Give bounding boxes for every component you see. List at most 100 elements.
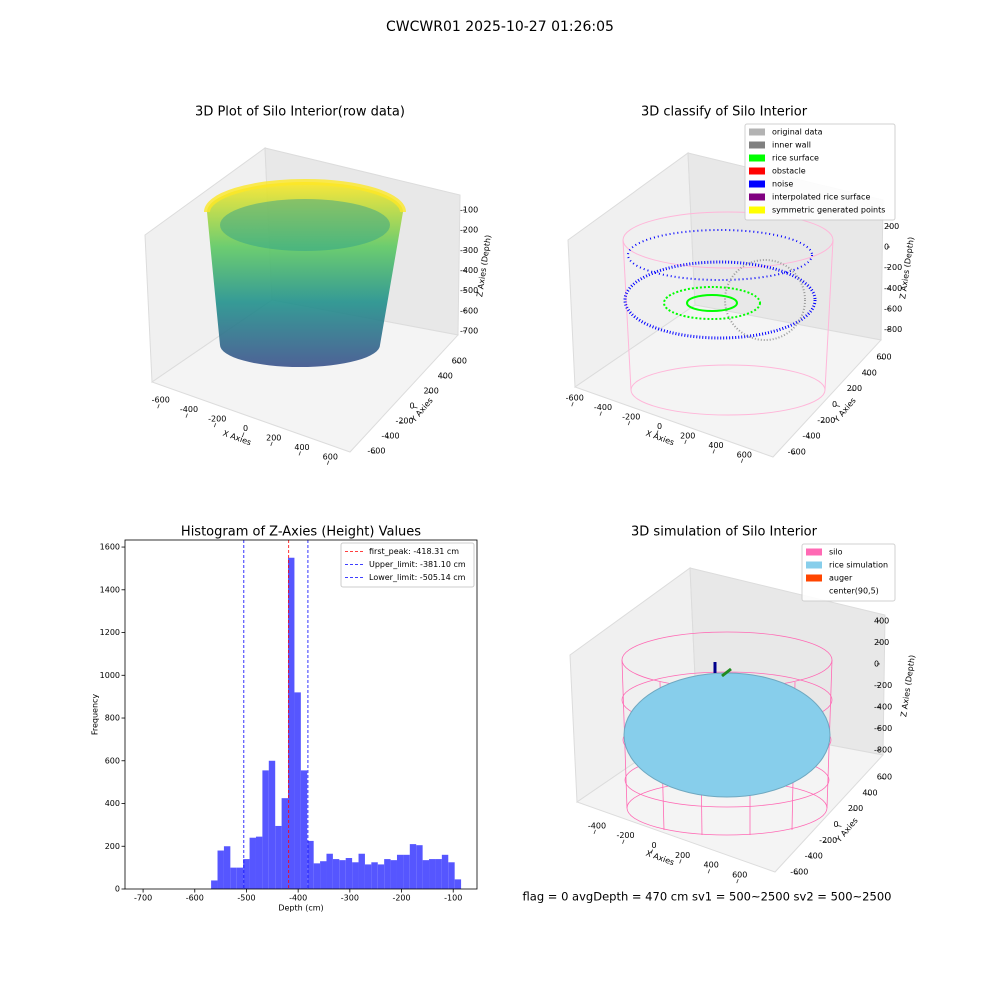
y-tick-label: 1400 <box>100 585 120 594</box>
status-text: flag = 0 avgDepth = 470 cm sv1 = 500~250… <box>523 890 892 904</box>
legend-label: original data <box>772 128 823 137</box>
y-axis-label: Frequency <box>91 694 100 736</box>
x-tick-label: -300 <box>341 894 359 903</box>
figure-title: CWCWR01 2025-10-27 01:26:05 <box>386 19 614 35</box>
x-tick-label: -600 <box>186 894 204 903</box>
legend-label: obstacle <box>772 167 806 176</box>
tick-mark <box>385 436 390 439</box>
tick-mark <box>837 825 842 827</box>
tick-mark <box>185 413 188 418</box>
x-tick-label: 200 <box>675 851 690 860</box>
legend-swatch <box>749 128 765 136</box>
legend-box <box>801 543 896 602</box>
bar <box>268 760 276 889</box>
x-tick-label: -200 <box>622 413 640 422</box>
y-tick-label: 200 <box>848 804 863 813</box>
tick-mark <box>650 849 653 854</box>
x-tick-label: -700 <box>134 894 152 903</box>
tick-mark <box>627 420 631 426</box>
z-tick-label: 400 <box>874 616 889 625</box>
bar <box>217 850 224 889</box>
x-tick-label: 600 <box>732 871 747 880</box>
bar <box>249 837 256 889</box>
y-tick-label: 400 <box>438 371 453 380</box>
y-tick-label: -600 <box>790 868 808 877</box>
tick-mark <box>851 809 857 812</box>
bar <box>275 825 282 889</box>
tick-mark <box>399 421 404 424</box>
chart-title: Histogram of Z-Axies (Height) Values <box>181 525 421 540</box>
legend-label: first_peak: -418.31 cm <box>369 547 459 556</box>
tick-mark <box>441 376 446 379</box>
legend-label: rice surface <box>772 154 819 163</box>
y-tick-label: 200 <box>424 386 439 395</box>
tick-mark <box>707 869 711 874</box>
x-tick-label: 200 <box>680 431 695 440</box>
x-tick-label: 0 <box>652 841 657 850</box>
x-tick-label: -200 <box>616 831 634 840</box>
z-tick-label: -800 <box>874 746 892 755</box>
z-tick-label: -200 <box>460 226 478 235</box>
rice-surface <box>623 662 831 798</box>
z-tick-label: -400 <box>460 266 478 275</box>
bar <box>230 867 237 889</box>
y-tick-label: -200 <box>817 416 835 425</box>
bar <box>377 864 385 889</box>
legend-label: rice simulation <box>829 561 888 570</box>
z-tick-label: -600 <box>460 306 478 315</box>
legend-label: inner wall <box>772 141 811 150</box>
x-tick-label: -100 <box>444 894 462 903</box>
bar <box>352 862 359 889</box>
tick-mark <box>157 404 160 409</box>
z-tick-label: -300 <box>460 246 478 255</box>
tick-mark <box>684 439 687 445</box>
bar <box>332 859 340 889</box>
z-tick-label: -200 <box>884 263 902 272</box>
bar <box>429 859 436 889</box>
axis-label: X Axies <box>645 849 676 868</box>
tick-mark <box>298 451 301 456</box>
point-cloud <box>204 179 406 367</box>
legend-label: silo <box>829 548 843 557</box>
y-tick-label: -200 <box>395 417 413 426</box>
legend-swatch <box>749 180 765 188</box>
z-tick-label: -700 <box>460 326 478 335</box>
y-tick-label: 1600 <box>100 543 120 552</box>
tick-mark <box>850 389 855 392</box>
bar <box>243 859 250 889</box>
y-tick-label: 200 <box>105 842 120 851</box>
plot-frame <box>124 539 478 890</box>
x-tick-label: 400 <box>294 443 309 452</box>
y-tick-label: -400 <box>381 432 399 441</box>
tick-mark <box>740 458 744 463</box>
z-tick-label: 200 <box>884 222 899 231</box>
tick-mark <box>371 451 376 454</box>
tick-mark <box>455 361 460 364</box>
bar <box>422 860 430 889</box>
tick-mark <box>835 405 841 407</box>
y-tick-label: 0 <box>115 885 120 894</box>
tick-mark <box>865 373 870 376</box>
x-tick-label: -400 <box>180 405 198 414</box>
legend-label: center(90,5) <box>829 587 879 596</box>
chart-title: 3D classify of Silo Interior <box>641 105 808 120</box>
tick-mark <box>821 420 826 423</box>
z-tick-label: -600 <box>874 724 892 733</box>
bar <box>211 880 218 889</box>
legend-label: interpolated rice surface <box>772 193 870 202</box>
tick-mark <box>427 391 432 394</box>
x-tick-label: -500 <box>237 894 255 903</box>
z-tick-label: 200 <box>874 638 889 647</box>
tick-mark <box>880 357 885 360</box>
y-tick-label: 600 <box>452 356 467 365</box>
tick-mark <box>712 449 715 454</box>
z-tick-label: -400 <box>874 703 892 712</box>
legend-label: noise <box>772 180 793 189</box>
bar <box>364 864 372 889</box>
x-tick-label: 200 <box>266 433 281 442</box>
y-tick-label: 400 <box>105 799 120 808</box>
y-tick-label: -400 <box>802 432 820 441</box>
x-tick-label: 0 <box>243 424 248 433</box>
x-tick-label: 0 <box>657 422 662 431</box>
